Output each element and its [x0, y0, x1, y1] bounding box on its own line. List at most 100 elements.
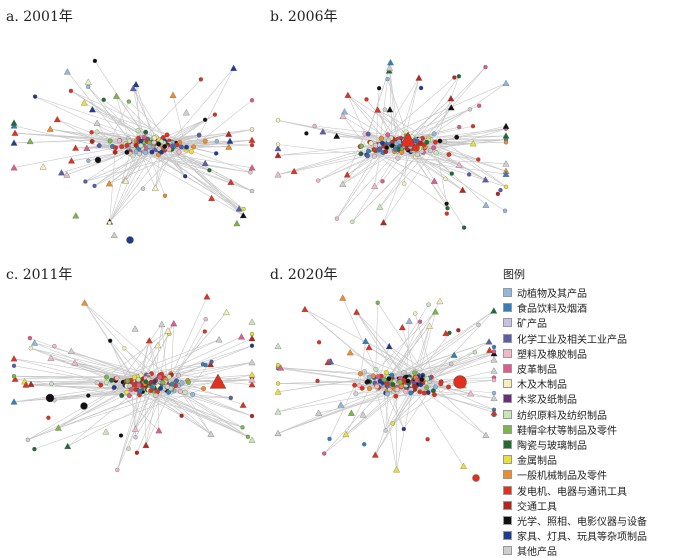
legend-label: 其他产品	[517, 543, 557, 558]
legend-swatch	[503, 440, 512, 449]
network-node	[446, 385, 451, 390]
network-node	[163, 194, 167, 198]
network-node	[503, 80, 509, 86]
legend-label: 矿产品	[517, 315, 547, 330]
network-node	[171, 320, 177, 326]
network-node	[108, 139, 113, 144]
network-node	[450, 172, 454, 176]
network-node	[184, 145, 189, 150]
network-node	[454, 135, 459, 140]
network-node	[359, 152, 364, 157]
network-node	[250, 143, 254, 147]
network-node	[504, 185, 508, 189]
network-node	[491, 409, 497, 415]
network-node	[119, 393, 124, 398]
network-node	[445, 212, 449, 216]
network-node	[143, 150, 148, 155]
network-node	[48, 355, 54, 361]
network-node	[177, 150, 182, 155]
network-node	[431, 146, 436, 151]
network-node	[316, 379, 320, 383]
network-node	[137, 383, 142, 388]
network-node	[338, 402, 344, 408]
network-node	[249, 137, 255, 143]
network-node	[26, 438, 30, 442]
network-node	[108, 339, 112, 343]
network-node	[386, 77, 390, 81]
network-edge	[383, 386, 397, 470]
network-edge	[369, 312, 435, 378]
network-node	[456, 328, 460, 332]
legend-item: 化学工业及相关工业产品	[503, 331, 699, 346]
network-node	[186, 380, 191, 385]
network-node	[58, 169, 64, 175]
legend-swatch	[503, 470, 512, 479]
network-node	[446, 206, 450, 210]
network-b	[264, 0, 514, 262]
network-node	[449, 362, 453, 366]
network-node	[367, 386, 372, 391]
legend: 图例 动植物及其产品食品饮料及烟酒矿产品化学工业及相关工业产品塑料及橡胶制品皮革…	[503, 266, 699, 558]
network-node	[28, 336, 32, 340]
legend-label: 木及木制品	[517, 376, 567, 391]
network-node	[47, 126, 53, 132]
network-node	[477, 323, 481, 327]
network-node	[448, 95, 454, 101]
network-node	[137, 151, 142, 156]
network-node	[424, 385, 429, 390]
network-node	[418, 320, 422, 324]
network-node	[176, 373, 181, 378]
legend-swatch	[503, 394, 512, 403]
network-node	[64, 443, 70, 449]
network-node	[432, 309, 438, 315]
network-node	[103, 429, 109, 435]
network-node	[127, 393, 132, 398]
hub-node	[46, 394, 54, 402]
network-node	[492, 378, 496, 382]
network-node	[358, 372, 363, 377]
network-node	[207, 168, 211, 172]
network-node	[422, 391, 427, 396]
network-edge	[171, 319, 206, 385]
network-node	[431, 178, 437, 184]
network-node	[433, 140, 438, 145]
network-node	[242, 207, 246, 211]
network-node	[399, 150, 404, 155]
network-node	[147, 144, 152, 149]
network-node	[395, 387, 400, 392]
legend-item: 木及木制品	[503, 376, 699, 391]
network-node	[380, 141, 385, 146]
network-node	[204, 317, 208, 321]
network-node	[442, 139, 447, 144]
legend-label: 金属制品	[517, 452, 557, 467]
network-node	[387, 376, 392, 381]
network-node	[503, 133, 509, 139]
network-node	[445, 202, 449, 206]
network-node	[95, 130, 100, 135]
network-node	[468, 107, 472, 111]
network-node	[425, 140, 430, 145]
network-node	[191, 145, 196, 150]
network-node	[178, 389, 183, 394]
network-node	[360, 386, 365, 391]
network-node	[97, 143, 102, 148]
network-node	[93, 59, 97, 63]
network-node	[240, 402, 246, 408]
network-node	[366, 149, 371, 154]
network-node	[418, 141, 423, 146]
network-node	[102, 98, 106, 102]
network-node	[125, 150, 130, 155]
network-node	[132, 375, 137, 380]
network-node	[387, 106, 393, 112]
network-node	[64, 69, 70, 75]
network-node	[496, 192, 500, 196]
network-node	[393, 466, 399, 472]
network-node	[385, 382, 390, 387]
legend-items: 动植物及其产品食品饮料及烟酒矿产品化学工业及相关工业产品塑料及橡胶制品皮革制品木…	[503, 285, 699, 558]
network-node	[68, 348, 74, 354]
network-node	[345, 92, 351, 98]
legend-label: 家具、灯具、玩具等杂项制品	[517, 528, 647, 543]
network-node	[113, 145, 118, 150]
network-node	[348, 410, 354, 416]
network-node	[406, 379, 411, 384]
